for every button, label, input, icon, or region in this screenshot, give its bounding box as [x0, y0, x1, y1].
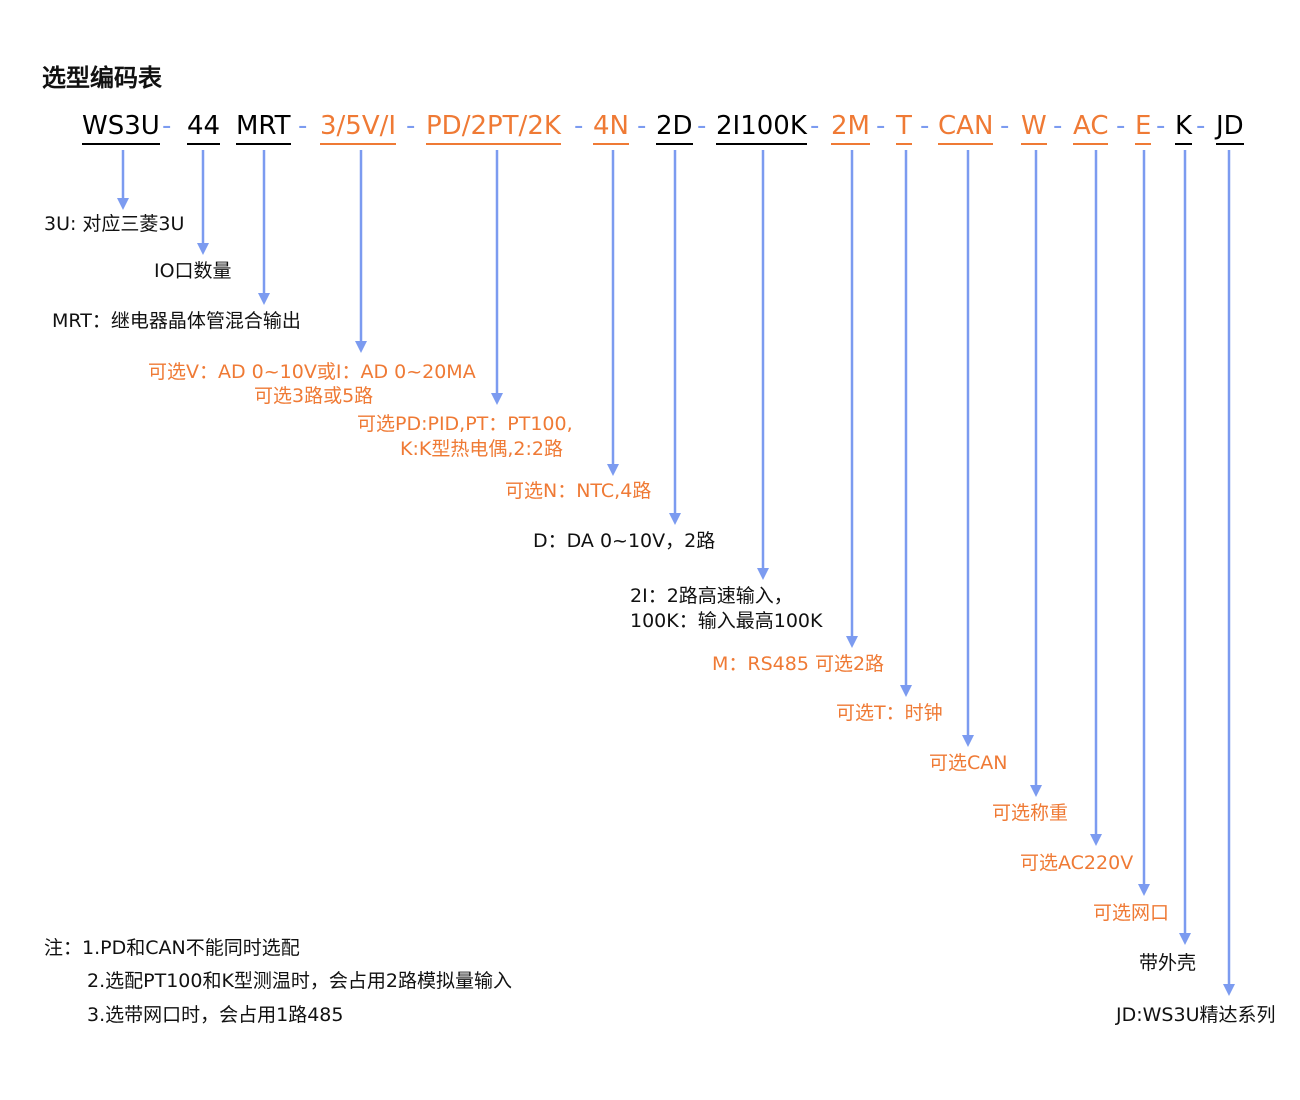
arrow-series-head — [117, 198, 129, 210]
desc-analog: 可选V：AD 0~10V或I：AD 0~20MA — [148, 361, 476, 383]
code-ethernet: E — [1135, 110, 1152, 145]
code-rs485: 2M — [831, 110, 870, 145]
code-dash: - — [920, 111, 930, 141]
code-dash: - — [876, 111, 886, 141]
arrow-temp-head — [491, 393, 503, 405]
code-dash: - — [406, 111, 416, 141]
code-dash: - — [1000, 111, 1010, 141]
code-case: K — [1175, 110, 1193, 145]
arrow-ac-head — [1090, 834, 1102, 846]
code-mrt: MRT — [236, 110, 291, 145]
code-weighing: W — [1021, 110, 1047, 145]
code-analog: 3/5V/I — [320, 110, 397, 145]
code-clock: T — [896, 110, 912, 145]
arrow-mrt-head — [258, 293, 270, 305]
code-dash: - — [697, 111, 707, 141]
arrow-io-head — [197, 243, 209, 255]
code-dash: - — [162, 111, 172, 141]
desc-analog-channels: 可选3路或5路 — [254, 385, 374, 407]
arrow-analog-head — [355, 341, 367, 353]
arrow-weigh-head — [1030, 785, 1042, 797]
desc-temperature: 可选PD:PID,PT：PT100, — [357, 413, 573, 435]
code-dash: - — [1053, 111, 1063, 141]
code-can: CAN — [938, 110, 994, 145]
code-ac: AC — [1073, 110, 1109, 145]
code-dash: - — [1196, 111, 1206, 141]
code-temperature: PD/2PT/2K — [426, 110, 561, 145]
arrow-rs485-head — [846, 636, 858, 648]
note-2: 2.选配PT100和K型测温时，会占用2路模拟量输入 — [87, 970, 513, 992]
desc-high-speed-100k: 100K：输入最高100K — [630, 610, 823, 632]
page-title: 选型编码表 — [42, 64, 162, 92]
desc-ac: 可选AC220V — [1020, 852, 1134, 874]
desc-io-count: IO口数量 — [154, 260, 232, 282]
code-da: 2D — [656, 110, 693, 145]
code-io-count: 44 — [187, 110, 221, 145]
code-jd: JD — [1216, 110, 1244, 145]
desc-rs485: M：RS485 可选2路 — [712, 653, 885, 675]
desc-temperature-k: K:K型热电偶,2:2路 — [400, 438, 563, 460]
desc-clock: 可选T：时钟 — [836, 702, 943, 724]
arrow-eth-head — [1138, 884, 1150, 896]
arrow-can-head — [962, 735, 974, 747]
code-dash: - — [1156, 111, 1166, 141]
desc-high-speed: 2I：2路高速输入， — [630, 585, 793, 607]
desc-da: D：DA 0~10V，2路 — [533, 530, 716, 552]
desc-ethernet: 可选网口 — [1093, 902, 1170, 924]
code-dash: - — [574, 111, 584, 141]
desc-can: 可选CAN — [929, 752, 1008, 774]
note-3: 3.选带网口时，会占用1路485 — [87, 1004, 344, 1026]
desc-weighing: 可选称重 — [992, 802, 1069, 824]
arrow-ntc-head — [607, 464, 619, 476]
arrow-hs-head — [757, 568, 769, 580]
code-ws3u: WS3U — [82, 110, 160, 145]
code-dash: - — [1116, 111, 1126, 141]
desc-case: 带外壳 — [1139, 952, 1197, 974]
note-1: 注：1.PD和CAN不能同时选配 — [44, 937, 300, 959]
desc-mrt: MRT：继电器晶体管混合输出 — [52, 310, 301, 332]
arrow-case-head — [1179, 933, 1191, 945]
arrow-da-head — [669, 513, 681, 525]
code-ntc: 4N — [593, 110, 629, 145]
code-dash: - — [810, 111, 820, 141]
desc-jd: JD:WS3U精达系列 — [1116, 1004, 1276, 1026]
arrow-jd-head — [1223, 984, 1235, 996]
code-dash: - — [637, 111, 647, 141]
code-high-speed: 2I100K — [716, 110, 807, 145]
code-dash: - — [298, 111, 308, 141]
arrow-clock-head — [900, 685, 912, 697]
desc-series: 3U: 对应三菱3U — [44, 213, 185, 235]
desc-ntc: 可选N：NTC,4路 — [505, 480, 652, 502]
